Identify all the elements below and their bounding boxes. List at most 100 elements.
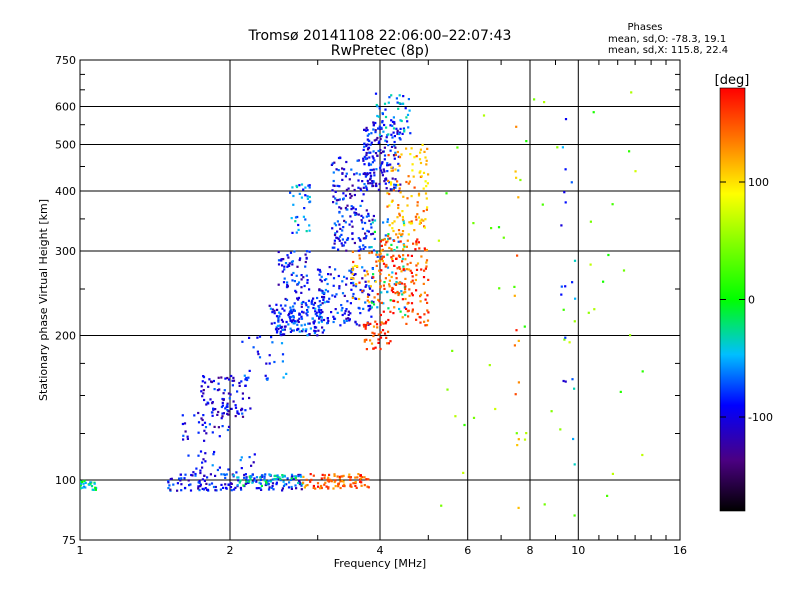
data-point — [314, 326, 317, 329]
data-point — [364, 323, 368, 327]
data-point — [291, 260, 294, 263]
data-point — [269, 480, 273, 483]
data-point — [334, 268, 337, 271]
data-point — [400, 282, 403, 285]
data-point — [282, 258, 285, 261]
data-point — [386, 192, 389, 195]
data-point — [387, 318, 390, 322]
data-point — [340, 309, 343, 312]
data-point — [246, 378, 249, 382]
data-point — [369, 339, 372, 342]
data-point — [346, 237, 350, 240]
data-point — [341, 238, 344, 241]
data-point — [200, 417, 203, 420]
data-point — [268, 354, 271, 357]
data-point — [383, 238, 386, 241]
data-point — [424, 156, 427, 159]
data-point — [386, 205, 389, 208]
data-point — [391, 120, 395, 123]
data-point — [214, 489, 217, 492]
data-point — [211, 464, 214, 467]
data-point — [619, 390, 622, 393]
data-point — [220, 405, 223, 409]
data-point — [517, 381, 520, 384]
data-point — [363, 155, 366, 158]
data-point — [401, 210, 404, 213]
data-point — [390, 119, 393, 122]
data-point — [314, 330, 317, 333]
data-point — [309, 200, 312, 203]
data-point — [302, 311, 305, 314]
data-point — [260, 484, 263, 487]
data-point — [381, 171, 384, 174]
data-point — [310, 478, 313, 481]
data-point — [407, 126, 410, 129]
data-point — [289, 251, 293, 254]
data-point — [401, 293, 404, 296]
data-point — [202, 392, 205, 395]
data-point — [344, 206, 347, 210]
data-point — [365, 126, 368, 129]
data-point — [376, 114, 379, 118]
data-point — [294, 289, 297, 292]
data-point — [178, 477, 181, 480]
data-point — [339, 324, 342, 327]
data-point — [426, 309, 429, 312]
data-point — [304, 484, 307, 487]
data-point — [423, 291, 426, 294]
data-point — [363, 145, 366, 148]
data-point — [256, 336, 259, 339]
data-point — [265, 362, 268, 365]
data-point — [388, 204, 391, 207]
data-point — [383, 281, 386, 284]
data-point — [286, 281, 289, 284]
data-point — [390, 200, 393, 203]
data-point — [424, 298, 427, 301]
data-point — [352, 292, 355, 296]
data-point — [224, 473, 227, 476]
data-point — [384, 139, 387, 142]
data-point — [273, 478, 276, 481]
data-point — [360, 219, 363, 222]
data-point — [84, 486, 87, 489]
data-point — [611, 472, 614, 475]
data-point — [390, 289, 393, 292]
data-point — [388, 273, 391, 277]
data-point — [391, 222, 394, 225]
data-point — [197, 487, 200, 490]
data-point — [379, 137, 382, 141]
data-point — [295, 487, 298, 490]
data-point — [82, 485, 86, 488]
data-point — [589, 263, 592, 266]
data-point — [408, 180, 411, 183]
data-point — [375, 182, 378, 185]
data-point — [362, 244, 365, 247]
data-point — [515, 176, 518, 179]
data-point — [394, 153, 397, 156]
data-point — [279, 477, 282, 481]
data-point — [256, 350, 259, 353]
data-point — [349, 485, 352, 488]
data-point — [283, 268, 286, 271]
data-point — [343, 275, 346, 278]
data-point — [313, 332, 316, 335]
data-point — [355, 212, 358, 215]
data-point — [191, 474, 194, 477]
data-point — [370, 233, 373, 236]
data-point — [379, 279, 382, 282]
data-point — [380, 258, 383, 261]
data-point — [352, 281, 355, 284]
data-point — [358, 281, 361, 284]
data-point — [302, 276, 305, 279]
data-point — [362, 159, 365, 162]
data-point — [405, 322, 408, 325]
data-point — [285, 298, 289, 301]
data-point — [250, 475, 253, 478]
data-point — [362, 307, 365, 310]
data-point — [373, 332, 376, 335]
data-point — [219, 488, 222, 491]
data-point — [377, 127, 380, 130]
data-point — [359, 204, 362, 207]
data-point — [361, 266, 364, 269]
data-point — [394, 151, 397, 154]
